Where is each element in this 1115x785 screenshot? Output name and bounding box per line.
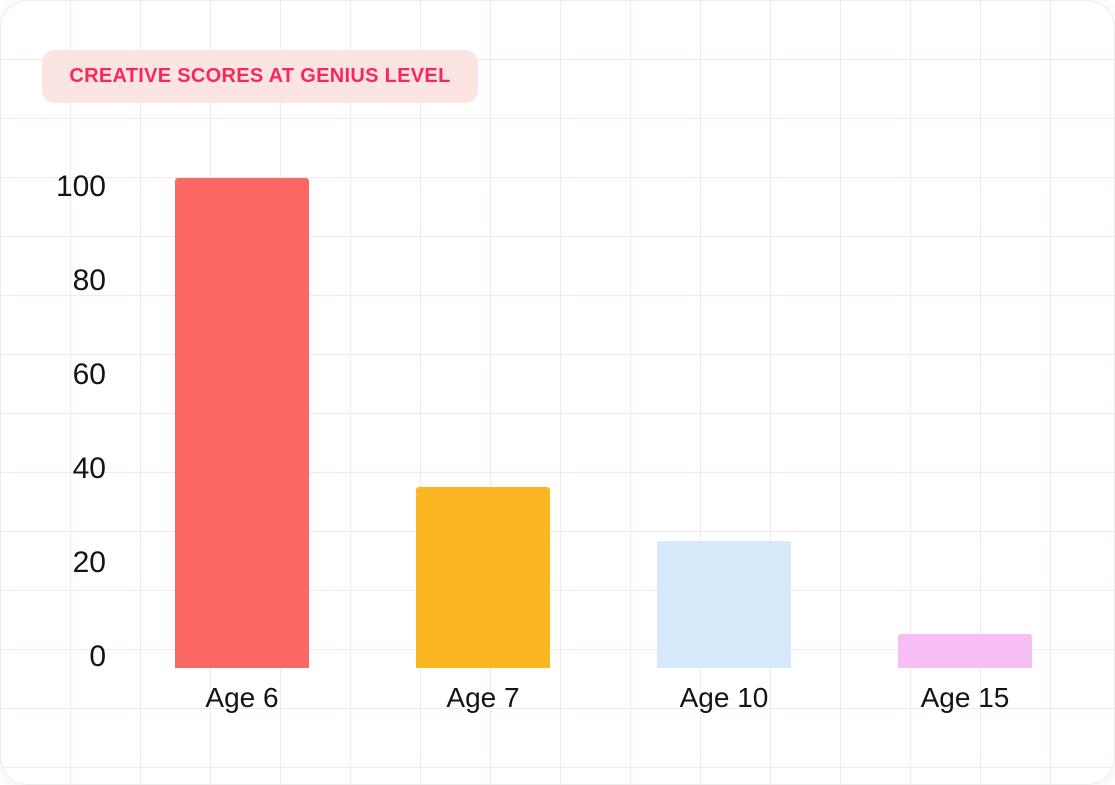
chart-title: CREATIVE SCORES AT GENIUS LEVEL — [69, 65, 451, 87]
y-axis-tick-label: 40 — [72, 451, 106, 485]
bar-age-7 — [416, 487, 550, 668]
x-axis-category-label: Age 6 — [205, 682, 279, 713]
y-axis-tick-label: 60 — [72, 357, 106, 391]
y-axis-tick-label: 80 — [72, 263, 106, 297]
chart-title-badge: CREATIVE SCORES AT GENIUS LEVEL — [42, 50, 478, 103]
x-axis-category-label: Age 10 — [679, 682, 769, 713]
x-axis-category-label: Age 15 — [920, 682, 1010, 713]
y-axis-tick-label: 0 — [89, 640, 106, 673]
y-axis-tick-label: 100 — [55, 169, 106, 203]
bar-age-15 — [898, 634, 1032, 668]
y-axis-tick-label: 20 — [72, 545, 106, 579]
bar-age-10 — [657, 541, 791, 668]
x-axis-category-label: Age 7 — [446, 682, 520, 713]
bar-age-6 — [175, 178, 309, 668]
